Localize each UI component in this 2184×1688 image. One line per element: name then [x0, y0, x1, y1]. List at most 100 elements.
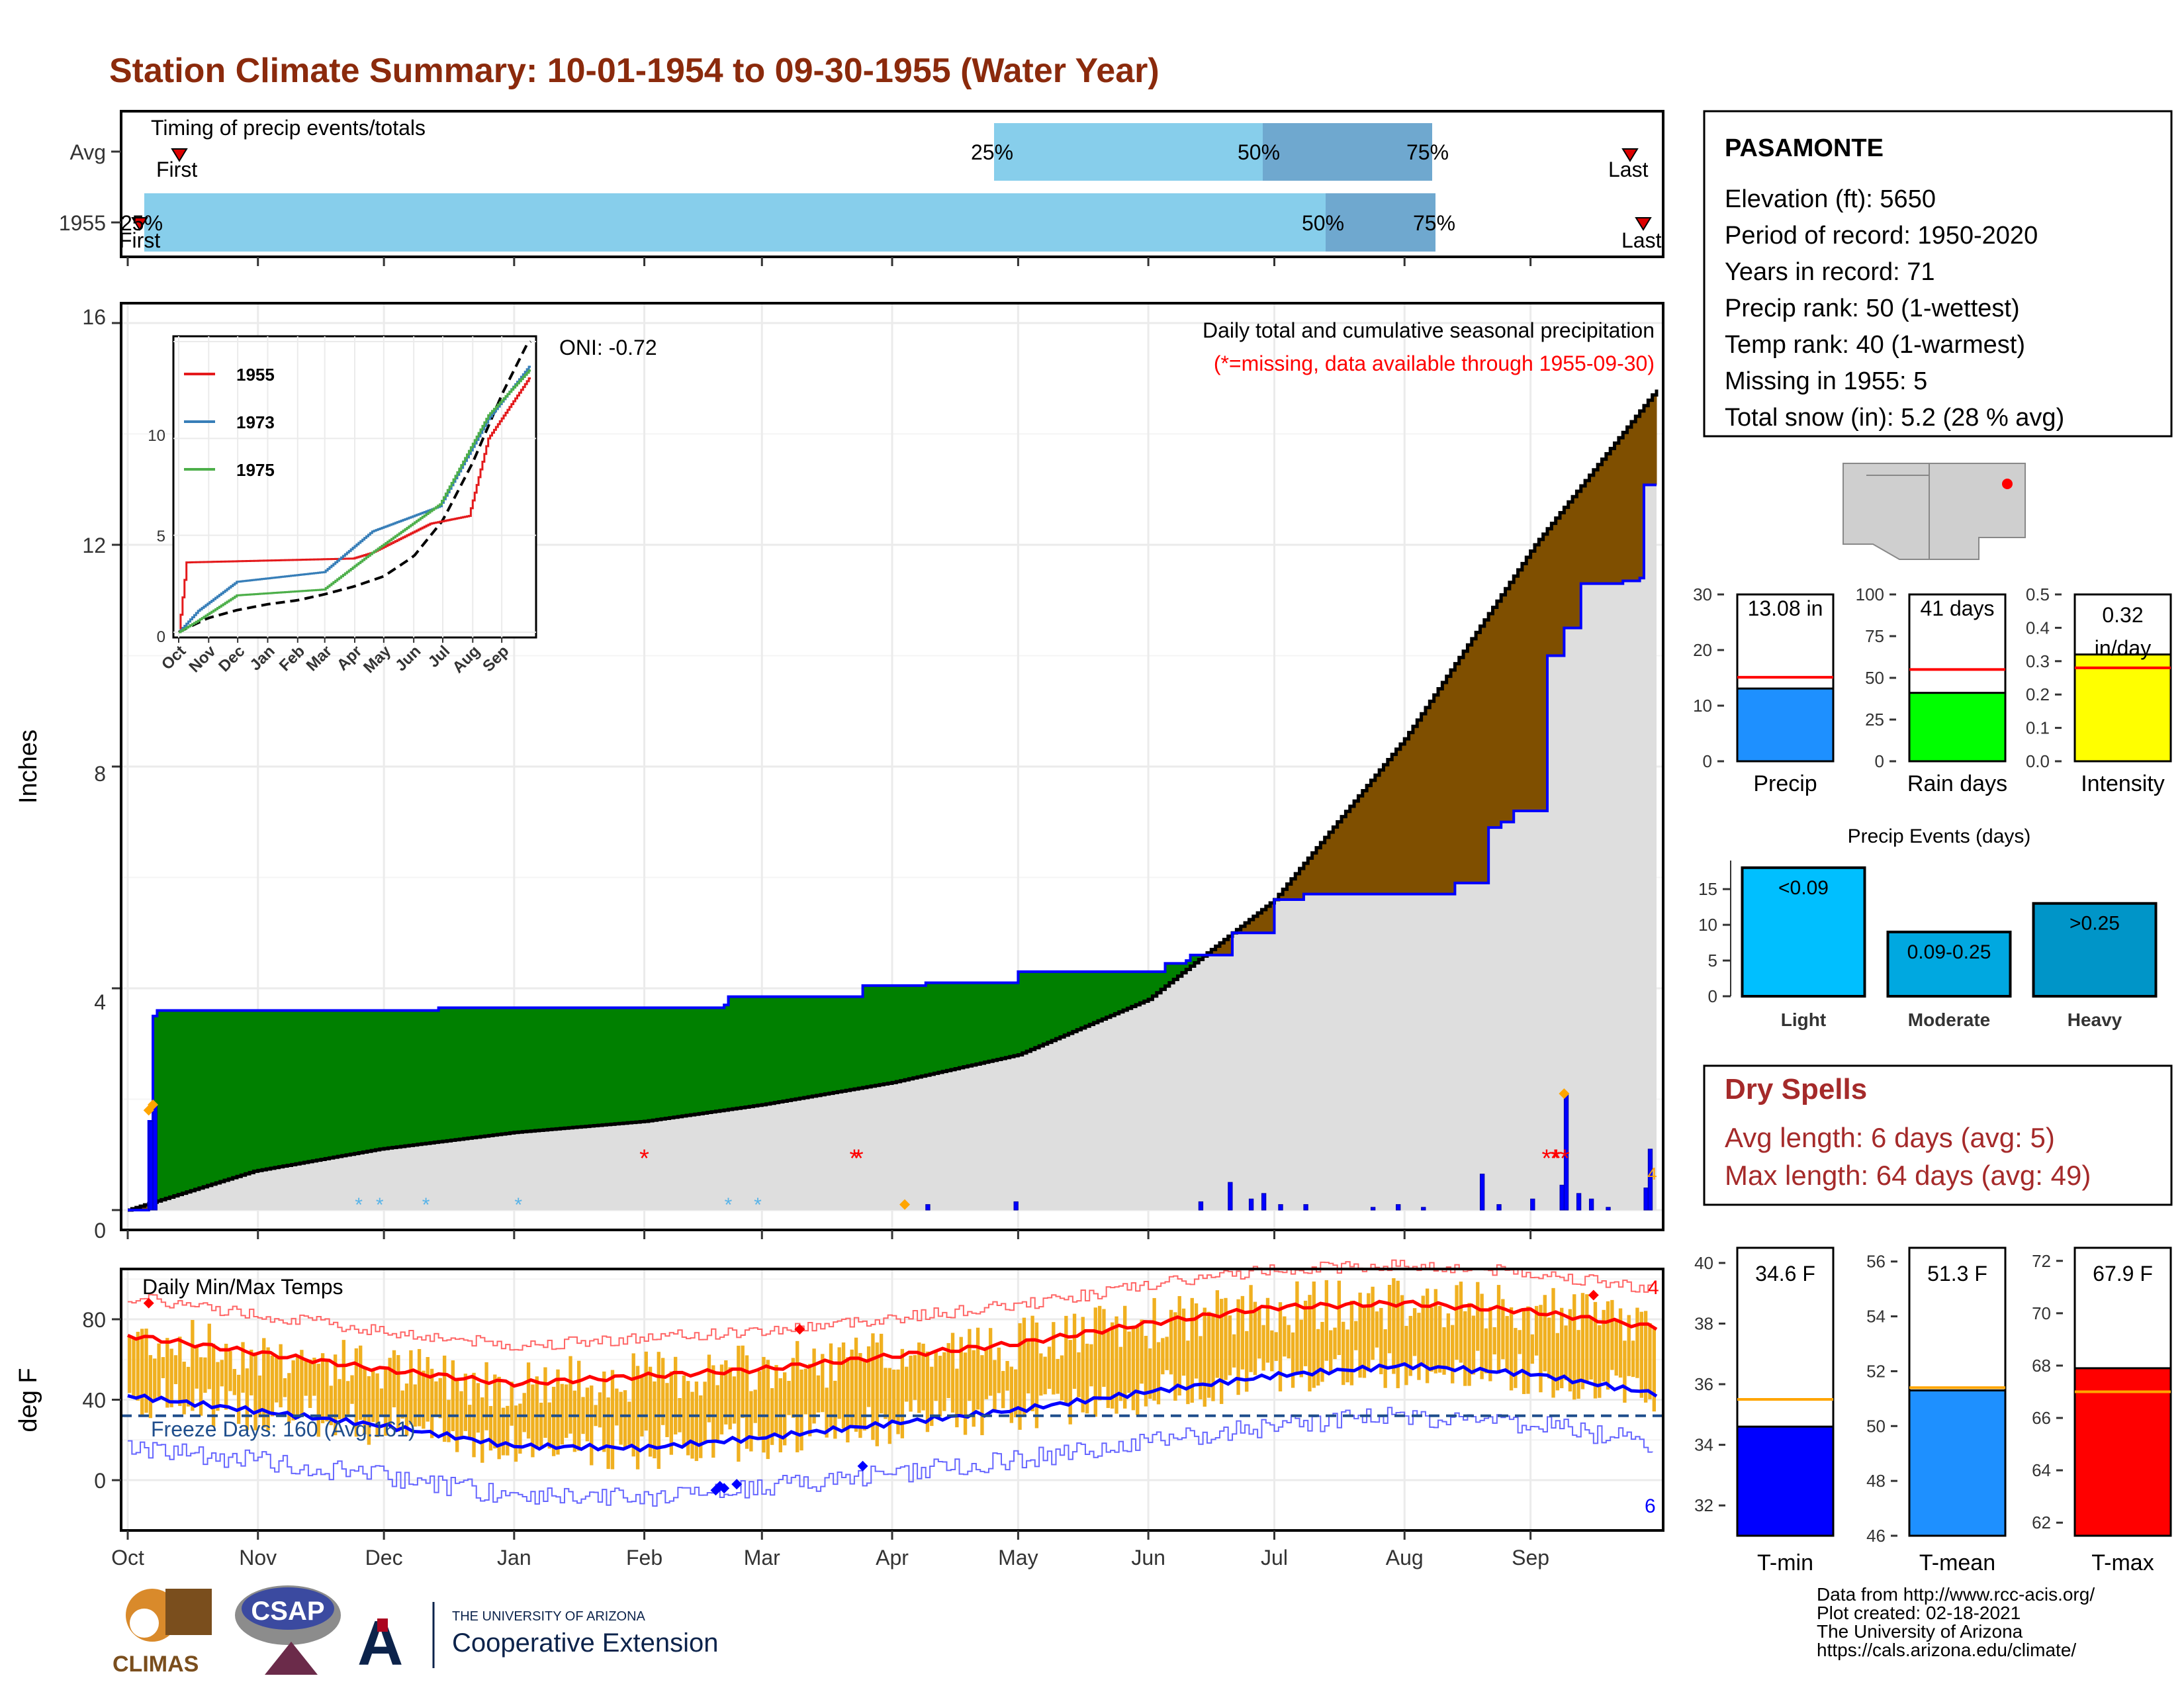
- daily-temp-bar: [615, 1388, 619, 1426]
- daily-temp-bar: [682, 1375, 686, 1448]
- daily-precip-bar: [148, 1121, 154, 1211]
- month-label: May: [998, 1546, 1038, 1570]
- temp-bar-ytick-label: 54: [1866, 1307, 1886, 1327]
- daily-temp-bar: [988, 1328, 993, 1396]
- temp-ytick-label: 40: [82, 1389, 106, 1413]
- daily-temp-bar: [833, 1380, 837, 1439]
- daily-temp-bar: [207, 1323, 211, 1389]
- month-label: Jul: [1261, 1546, 1288, 1570]
- daily-temp-bar: [488, 1406, 493, 1451]
- daily-temp-bar: [1014, 1369, 1018, 1418]
- missing-day-marker: **: [1542, 1145, 1562, 1172]
- mini-bar-ytick-label: 0.4: [2026, 618, 2050, 637]
- ua-line2: Cooperative Extension: [452, 1628, 718, 1658]
- daily-temp-bar: [1383, 1329, 1387, 1388]
- daily-temp-bar: [825, 1387, 829, 1438]
- dry-spells-box: Dry Spells Avg length: 6 days (avg: 5) M…: [1703, 1064, 2173, 1206]
- daily-temp-bar: [1111, 1322, 1115, 1409]
- mini-bar-ytick-label: 0.3: [2026, 651, 2050, 671]
- daily-temp-bar: [257, 1375, 262, 1418]
- station-location-marker: [2002, 479, 2013, 489]
- daily-temp-bar: [535, 1376, 539, 1450]
- daily-temp-bar: [590, 1385, 594, 1466]
- daily-temp-bar: [1555, 1333, 1560, 1391]
- daily-temp-bar: [783, 1372, 787, 1446]
- daily-temp-bar: [841, 1342, 846, 1429]
- daily-temp-bar: [459, 1391, 463, 1437]
- mini-bar-label: Intensity: [2081, 771, 2165, 796]
- daily-temp-bar: [1173, 1312, 1177, 1401]
- precip-ytick-16: 16: [82, 305, 106, 329]
- daily-temp-bar: [1236, 1299, 1240, 1395]
- timing-row-label-avg: Avg: [69, 140, 106, 164]
- temp-bar-ytick-label: 56: [1866, 1252, 1886, 1272]
- daily-temp-bar: [1232, 1334, 1236, 1368]
- daily-temp-bar: [707, 1354, 711, 1423]
- daily-precip-bar: [1496, 1204, 1502, 1211]
- daily-temp-bar: [749, 1391, 753, 1452]
- daily-precip-bar: [1559, 1184, 1565, 1211]
- snow-depth-marker: [1559, 1088, 1570, 1100]
- inset-legend-1973: 1973: [236, 412, 275, 432]
- temp-bar-ytick-label: 40: [1694, 1253, 1713, 1273]
- daily-temp-bar: [1199, 1336, 1203, 1399]
- month-label: Feb: [626, 1546, 662, 1570]
- daily-temp-bar: [972, 1350, 976, 1427]
- daily-temp-bar: [1404, 1325, 1408, 1385]
- daily-temp-bar: [211, 1343, 216, 1427]
- daily-temp-bar: [1089, 1344, 1093, 1387]
- temp-record-max-line: [128, 1259, 1653, 1351]
- temp-normal-min-line: [127, 1362, 1658, 1453]
- daily-temp-bar: [644, 1351, 648, 1431]
- daily-temp-bar: [354, 1348, 359, 1437]
- daily-temp-bar: [241, 1342, 245, 1393]
- daily-temp-bar: [1097, 1305, 1102, 1401]
- daily-temp-bar: [1618, 1308, 1623, 1378]
- daily-temp-bar: [631, 1353, 635, 1457]
- daily-temp-bar: [1606, 1301, 1610, 1390]
- daily-temp-bar: [400, 1390, 404, 1419]
- daily-temp-bar: [1030, 1315, 1034, 1411]
- daily-temp-bar: [169, 1348, 173, 1407]
- daily-temp-bar: [1572, 1294, 1576, 1400]
- daily-temp-bar: [686, 1381, 690, 1456]
- daily-temp-bar: [635, 1366, 640, 1470]
- daily-temp-bar: [422, 1370, 426, 1429]
- daily-temp-bar: [1451, 1325, 1455, 1383]
- daily-temp-bar: [1156, 1342, 1161, 1405]
- snow-depth-marker: [148, 1099, 159, 1110]
- precip-events-chart: Precip Events (days) 0 5 10 15 <0.09 Light 0.0…: [1698, 825, 2158, 1030]
- daily-temp-bar: [1589, 1319, 1593, 1380]
- daily-temp-bar: [367, 1376, 371, 1445]
- month-label: Sep: [1512, 1546, 1549, 1570]
- daily-temp-bar: [157, 1343, 161, 1397]
- daily-temp-bar: [195, 1347, 199, 1389]
- temp-bar-value: [1736, 1425, 1835, 1537]
- temp-ytick-label: 80: [82, 1308, 106, 1332]
- daily-temp-bar: [463, 1374, 468, 1431]
- daily-temp-bar: [1593, 1301, 1598, 1399]
- mini-bar-ytick-label: 30: [1693, 585, 1712, 604]
- snow-day-marker: *: [514, 1194, 522, 1216]
- timing-avg-first-label: First: [156, 158, 197, 181]
- mini-bar-value-text: 0.32: [2102, 603, 2143, 627]
- daily-temp-bar: [1056, 1358, 1060, 1394]
- daily-temp-bar: [1648, 1323, 1652, 1399]
- daily-temp-bar: [341, 1340, 345, 1421]
- daily-temp-bar: [968, 1329, 972, 1401]
- daily-temp-bar: [1354, 1321, 1358, 1350]
- csap-logo-text: CSAP: [251, 1597, 324, 1626]
- footer-line-3: The University of Arizona: [1817, 1621, 2023, 1642]
- timing-row-label-1955: 1955: [59, 211, 106, 235]
- daily-temp-bar: [728, 1367, 732, 1430]
- daily-temp-bar: [753, 1389, 757, 1423]
- daily-temp-bar: [887, 1368, 891, 1444]
- daily-temp-bar: [480, 1397, 484, 1463]
- daily-temp-bar: [346, 1381, 350, 1415]
- temp-bar-ytick-label: 52: [1866, 1361, 1886, 1381]
- daily-temp-bar: [1635, 1307, 1639, 1378]
- mini-bar-charts: 0 10 20 30 13.08 in Precip 0 25 50 75 100 41 days Ra…: [1693, 585, 2172, 796]
- daily-temp-bar: [543, 1367, 547, 1438]
- daily-temp-bar: [1324, 1280, 1328, 1361]
- timing-title: Timing of precip events/totals: [151, 116, 426, 140]
